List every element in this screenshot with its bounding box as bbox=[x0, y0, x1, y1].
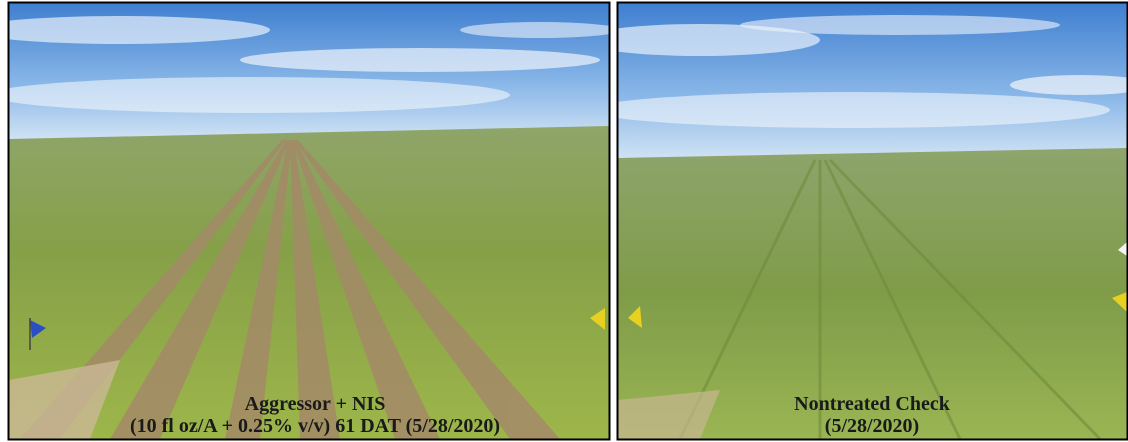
caption: (5/28/2020) bbox=[825, 415, 919, 437]
caption: Aggressor + NIS bbox=[245, 393, 386, 415]
caption: (10 fl oz/A + 0.25% v/v) 61 DAT (5/28/20… bbox=[130, 415, 500, 437]
photo-treated bbox=[9, 3, 609, 439]
caption: Nontreated Check bbox=[794, 393, 951, 415]
photo-check bbox=[618, 3, 1127, 439]
photo-border bbox=[7, 1, 611, 441]
